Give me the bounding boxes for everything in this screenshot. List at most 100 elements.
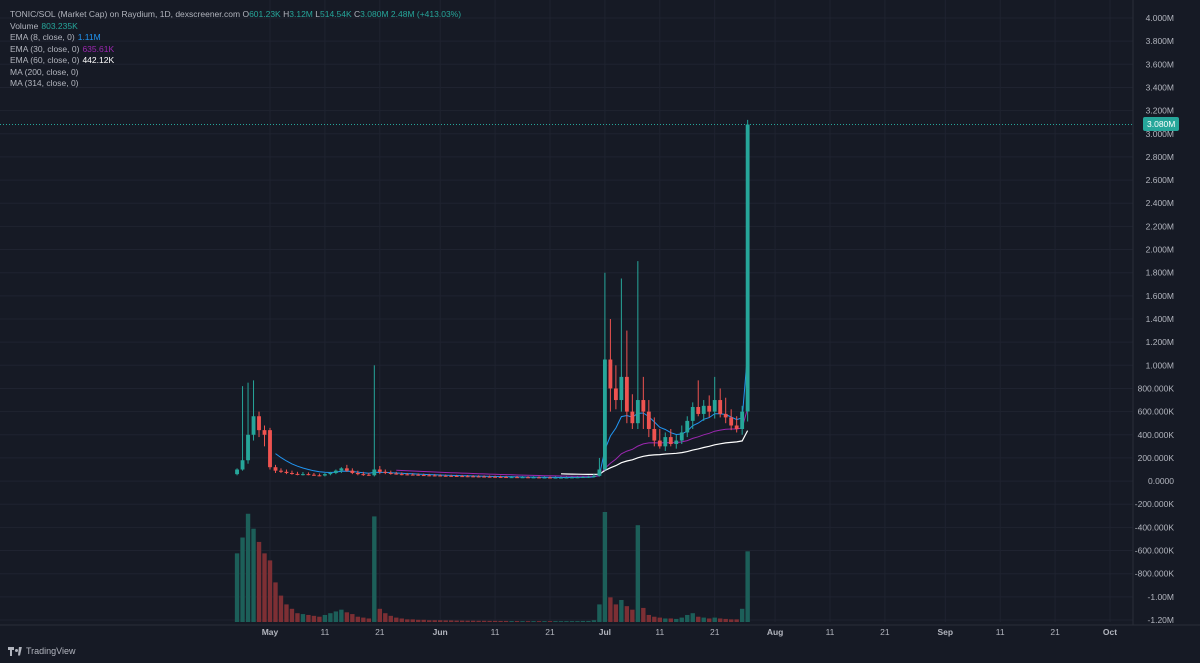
candle-body <box>718 400 723 414</box>
volume-bar <box>745 551 750 622</box>
volume-bar <box>597 604 602 622</box>
candle-body <box>635 400 640 424</box>
candle-body <box>668 437 673 445</box>
candle-body <box>251 416 256 435</box>
y-tick-label: -200.000K <box>1135 499 1175 509</box>
y-tick-label: -600.000K <box>1135 546 1175 556</box>
candle-body <box>410 474 415 476</box>
volume-bar <box>619 600 624 622</box>
candle-body <box>344 468 349 471</box>
volume-bar <box>416 619 421 622</box>
volume-bar <box>586 620 591 622</box>
volume-bar <box>273 582 278 622</box>
symbol-title[interactable]: TONIC/SOL (Market Cap) on Raydium, 1D, d… <box>10 9 241 19</box>
volume-bar <box>701 617 706 622</box>
volume-bar <box>696 616 701 622</box>
y-axis[interactable]: 4.000M 3.800M 3.600M 3.400M 3.200M 3.000M 2.80… <box>1135 13 1175 625</box>
volume-bar <box>712 617 717 622</box>
volume-bar <box>739 608 745 622</box>
volume-bar <box>663 618 668 622</box>
chart-legend: TONIC/SOL (Market Cap) on Raydium, 1D, d… <box>10 9 461 90</box>
indicator-label: MA (314, close, 0) <box>10 78 79 88</box>
price-candles <box>235 119 750 479</box>
indicator-row[interactable]: MA (200, close, 0) <box>10 67 461 79</box>
volume-bar <box>630 609 635 622</box>
candle-body <box>312 474 316 476</box>
ohlc-low-key: L <box>315 9 320 19</box>
last-price-tag: 3.080M <box>1143 117 1180 131</box>
candle-body <box>619 376 624 401</box>
volume-bar <box>234 553 240 622</box>
volume-bar <box>569 621 575 622</box>
volume-bar <box>481 620 487 622</box>
candle-body <box>295 473 300 475</box>
candle-body <box>377 469 382 472</box>
volume-bar <box>278 595 284 622</box>
candle-body <box>279 470 283 472</box>
candle-body <box>608 359 613 389</box>
volume-bar <box>679 617 684 622</box>
indicator-row[interactable]: EMA (60, close, 0) 442.12K <box>10 55 461 67</box>
candle-body <box>707 405 712 412</box>
volume-bar <box>405 619 410 622</box>
candle-body <box>570 477 574 479</box>
y-tick-label: 3.400M <box>1146 82 1174 92</box>
volume-bar <box>498 620 503 622</box>
y-tick-label: 3.000M <box>1146 129 1174 139</box>
y-tick-label: 1.400M <box>1146 314 1174 324</box>
x-axis[interactable]: May 11 21 Jun 11 21 Jul 11 21 Aug 11 21 Sep 11 21 Oct <box>262 627 1118 637</box>
ohlc-high-key: H <box>283 9 290 19</box>
volume-bar <box>366 618 372 622</box>
volume-bar <box>734 619 739 622</box>
tradingview-logo[interactable]: TradingView <box>8 646 76 656</box>
volume-bar <box>718 618 723 622</box>
indicator-label: EMA (8, close, 0) <box>10 32 75 42</box>
x-tick-label: 11 <box>655 627 664 637</box>
candle-body <box>317 475 322 477</box>
ohlc-low-value: 514.54K <box>319 9 352 19</box>
volume-bar <box>448 620 454 622</box>
candle-body <box>355 472 360 475</box>
candle-body <box>427 475 432 477</box>
indicator-row[interactable]: EMA (30, close, 0) 635.61K <box>10 44 461 56</box>
volume-bar <box>394 617 399 622</box>
x-tick-label: 21 <box>545 627 555 637</box>
candle-body <box>432 475 437 477</box>
volume-bar <box>657 617 662 622</box>
x-tick-label: 21 <box>1050 627 1060 637</box>
candle-body <box>745 124 750 412</box>
volume-bar <box>542 621 547 622</box>
candle-body <box>333 470 338 473</box>
candle-body <box>504 477 508 479</box>
indicator-value: 635.61K <box>82 43 115 54</box>
candle-body <box>394 473 399 475</box>
volume-bar <box>608 597 613 622</box>
volume-bar <box>355 616 361 622</box>
ema-8-line <box>275 352 749 478</box>
candle-body <box>339 468 344 471</box>
x-tick-label: 21 <box>710 627 720 637</box>
indicator-row[interactable]: MA (314, close, 0) <box>10 78 461 90</box>
volume-bar <box>361 617 366 622</box>
candle-body <box>405 474 410 476</box>
candle-body <box>240 460 245 470</box>
volume-bar <box>459 620 465 622</box>
candle-body <box>696 406 701 414</box>
candle-body <box>602 359 607 470</box>
volume-bar <box>333 611 339 622</box>
ohlc-close-value: 3.080M <box>360 9 389 19</box>
indicator-row[interactable]: Volume 803.235K <box>10 21 461 33</box>
candle-body <box>284 471 289 473</box>
candle-body <box>290 472 294 474</box>
indicator-row[interactable]: EMA (8, close, 0) 1.11M <box>10 32 461 44</box>
y-tick-label: 2.400M <box>1146 198 1174 208</box>
volume-bar <box>646 614 652 622</box>
x-tick-label: Aug <box>767 627 784 637</box>
volume-bar <box>641 607 646 622</box>
candle-body <box>465 476 470 478</box>
candle-body <box>416 474 421 476</box>
candle-body <box>592 475 596 477</box>
candle-body <box>306 474 311 476</box>
volume-bar <box>295 613 300 622</box>
